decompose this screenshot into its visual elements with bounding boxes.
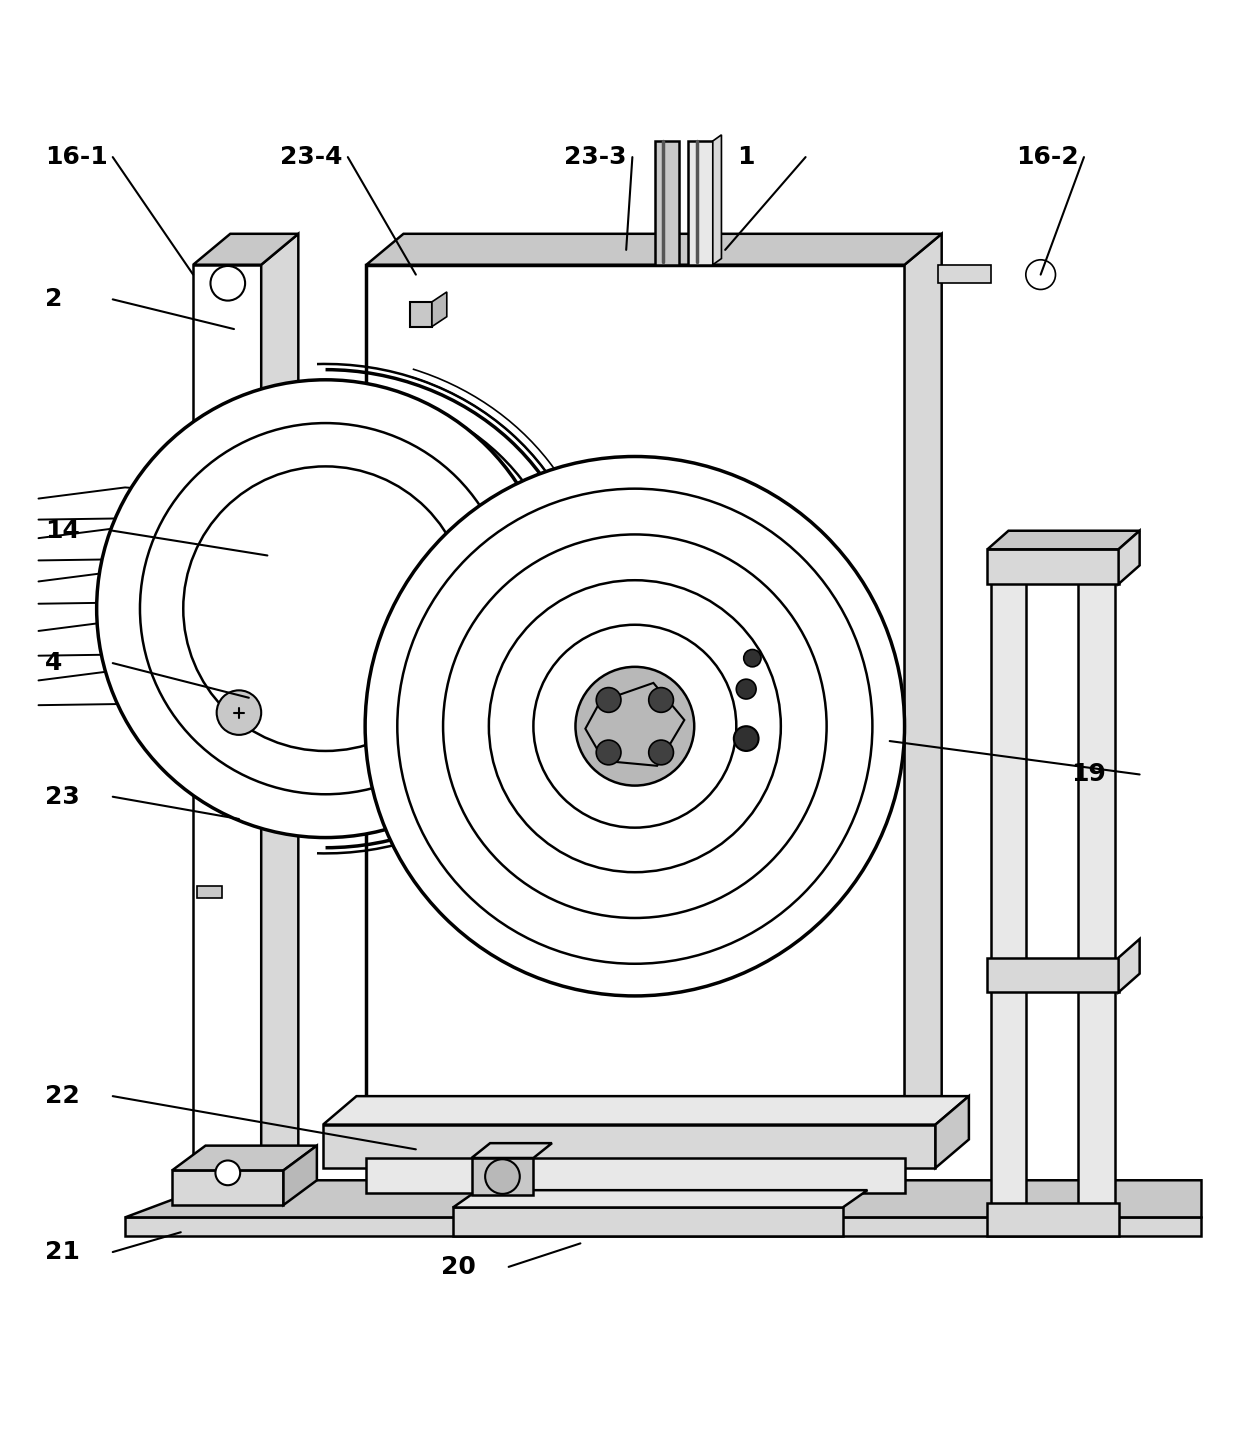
Polygon shape (688, 142, 713, 264)
Polygon shape (904, 234, 941, 1149)
Circle shape (184, 467, 467, 751)
Circle shape (649, 740, 673, 764)
Polygon shape (453, 1208, 843, 1235)
Polygon shape (284, 1146, 317, 1205)
Text: 14: 14 (45, 519, 79, 543)
Polygon shape (125, 1181, 1202, 1217)
Polygon shape (324, 1124, 935, 1168)
Text: 19: 19 (1071, 763, 1106, 786)
Circle shape (443, 535, 827, 918)
Text: 21: 21 (45, 1240, 79, 1264)
Circle shape (575, 666, 694, 786)
Polygon shape (991, 549, 1025, 1217)
Text: 16-2: 16-2 (1016, 144, 1079, 169)
Circle shape (97, 380, 554, 838)
Polygon shape (935, 1097, 968, 1168)
Polygon shape (366, 234, 941, 264)
Text: 22: 22 (45, 1084, 79, 1108)
Circle shape (365, 457, 904, 996)
Circle shape (489, 581, 781, 873)
Polygon shape (197, 886, 222, 899)
Polygon shape (453, 1191, 868, 1208)
Polygon shape (1118, 530, 1140, 584)
Polygon shape (324, 1097, 968, 1124)
Circle shape (744, 649, 761, 666)
Polygon shape (262, 234, 299, 1186)
Polygon shape (172, 1146, 317, 1170)
Polygon shape (193, 234, 299, 264)
Circle shape (533, 624, 737, 828)
Polygon shape (987, 549, 1118, 584)
Text: 20: 20 (440, 1254, 475, 1279)
Circle shape (140, 423, 511, 795)
Circle shape (216, 1160, 241, 1185)
Text: 16-1: 16-1 (45, 144, 108, 169)
Polygon shape (193, 264, 262, 1186)
Circle shape (596, 740, 621, 764)
Polygon shape (366, 264, 904, 1149)
Circle shape (211, 266, 246, 301)
Circle shape (485, 1159, 520, 1194)
Polygon shape (125, 1217, 1202, 1235)
Polygon shape (713, 134, 722, 264)
Circle shape (649, 688, 673, 712)
Text: 4: 4 (45, 652, 62, 675)
Circle shape (737, 679, 756, 699)
Polygon shape (937, 264, 991, 283)
Polygon shape (987, 1202, 1118, 1235)
Circle shape (217, 691, 262, 736)
Text: 23: 23 (45, 785, 79, 809)
Circle shape (596, 688, 621, 712)
Polygon shape (987, 958, 1118, 993)
Circle shape (1025, 260, 1055, 289)
Polygon shape (655, 142, 680, 264)
Circle shape (397, 488, 873, 964)
Text: 1: 1 (738, 144, 755, 169)
Polygon shape (432, 292, 446, 327)
Text: 2: 2 (45, 288, 62, 311)
Circle shape (734, 727, 759, 751)
Polygon shape (987, 530, 1140, 549)
Text: 23-4: 23-4 (280, 144, 342, 169)
Polygon shape (585, 683, 684, 766)
Text: 23-3: 23-3 (564, 144, 627, 169)
Polygon shape (409, 302, 432, 327)
Polygon shape (366, 1157, 904, 1192)
Polygon shape (471, 1143, 552, 1157)
Polygon shape (1118, 939, 1140, 993)
Polygon shape (471, 1157, 533, 1195)
Polygon shape (172, 1170, 284, 1205)
Polygon shape (1078, 549, 1115, 1217)
